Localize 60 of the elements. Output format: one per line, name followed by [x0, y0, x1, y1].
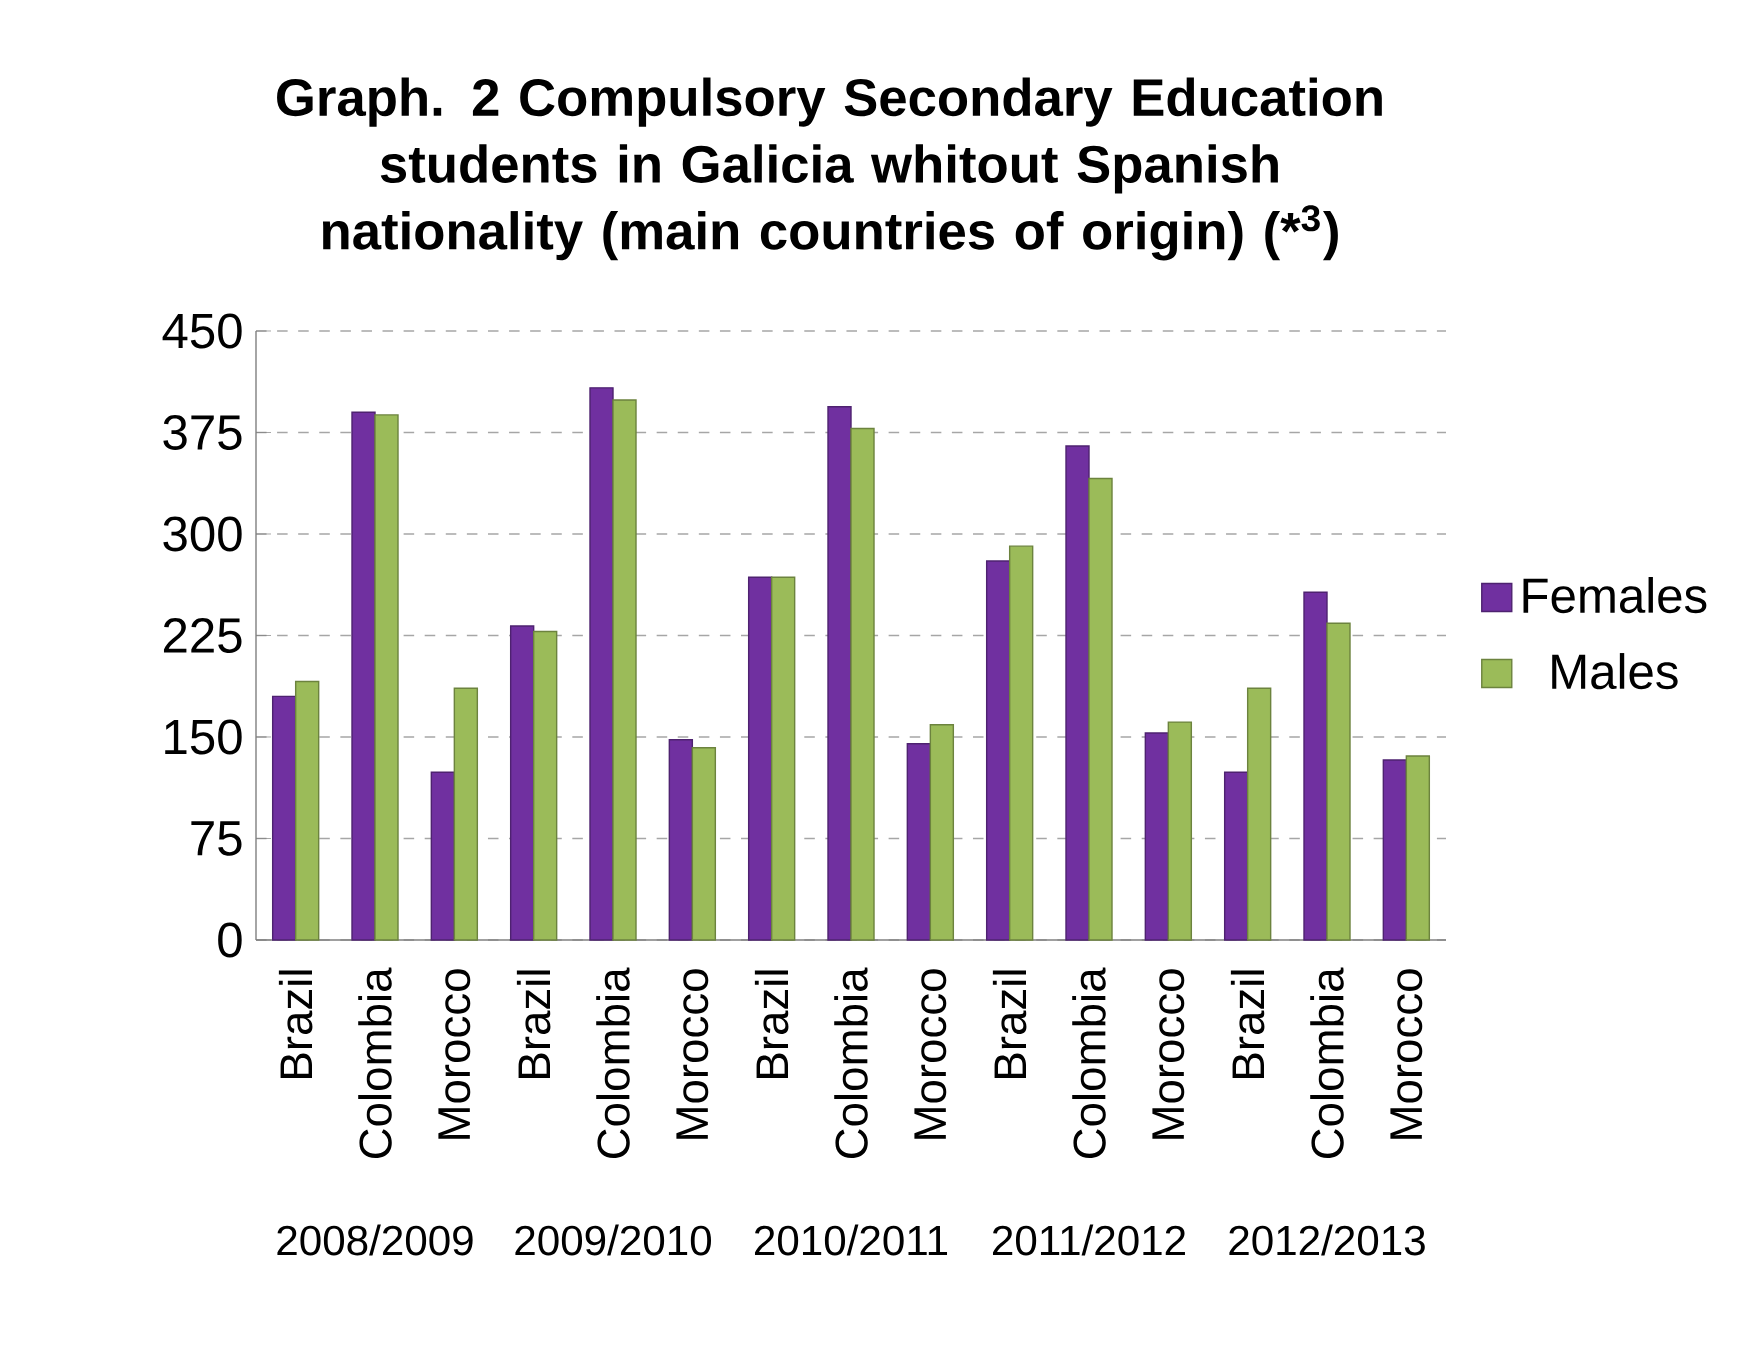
bar — [532, 630, 558, 941]
x-tick-label: Colombia — [596, 967, 630, 1159]
bar — [430, 771, 456, 941]
bar — [691, 747, 717, 941]
bar — [453, 687, 479, 941]
x-tick-label: Brazil — [516, 970, 551, 1078]
y-tick-label: 375 — [163, 415, 242, 450]
x-tick-label: Brazil — [1230, 970, 1265, 1078]
bar — [1144, 732, 1170, 941]
bar — [1008, 545, 1034, 941]
chart-title: Graph. 2 Compulsory Secondary Education students in Galicia whitout Spanish nationality (main countries of origin) (*$^{3}$) — [277, 77, 1382, 261]
y-tick-label: 450 — [162, 313, 242, 349]
bar — [985, 560, 1011, 941]
bar — [374, 414, 399, 941]
text: 2010/2011 — [754, 1224, 948, 1256]
y-tick-label: 300 — [163, 516, 242, 552]
bar — [1303, 591, 1328, 941]
x-tick-label: Colombia — [358, 967, 392, 1159]
legend-label: Males — [1552, 653, 1678, 690]
x-tick-label: Colombia — [1072, 967, 1106, 1159]
bar — [271, 695, 297, 941]
bar — [929, 724, 955, 941]
bar — [850, 427, 875, 941]
y-tick-label: 0 — [218, 922, 242, 958]
y-tick-label: 150 — [165, 719, 242, 755]
bar — [770, 576, 796, 941]
y-tick-label: 75 — [191, 821, 242, 856]
bar — [1326, 622, 1351, 941]
x-tick-label: Morocco — [914, 969, 947, 1139]
bar — [747, 576, 773, 941]
x-tick-label: Morocco — [1152, 969, 1185, 1139]
bar — [509, 625, 535, 941]
x-tick-label: Brazil — [754, 970, 789, 1078]
text: 2009/2010 — [515, 1224, 712, 1256]
bar — [589, 387, 614, 941]
bar — [1167, 721, 1193, 941]
bar — [1065, 445, 1090, 941]
x-tick-label: Brazil — [992, 970, 1027, 1078]
bar — [1382, 759, 1408, 941]
bar — [612, 399, 637, 941]
text: 2008/2009 — [277, 1224, 473, 1256]
bar — [668, 738, 694, 941]
legend-label: Females — [1523, 576, 1707, 614]
bar — [1223, 771, 1249, 941]
x-tick-label: Colombia — [834, 967, 868, 1159]
bar — [1088, 477, 1113, 941]
x-tick-label: Colombia — [1310, 967, 1344, 1159]
bar — [294, 680, 320, 941]
y-tick-label: 225 — [163, 618, 242, 653]
bar — [827, 406, 852, 941]
text: 2011/2012 — [992, 1224, 1185, 1256]
text: 2012/2013 — [1229, 1224, 1425, 1256]
bar — [1405, 755, 1431, 941]
bar — [1246, 687, 1272, 941]
x-tick-label: Brazil — [278, 970, 313, 1078]
bar — [906, 743, 932, 941]
x-tick-label: Morocco — [1390, 969, 1423, 1139]
bar — [351, 411, 376, 941]
x-tick-label: Morocco — [676, 969, 709, 1139]
x-tick-label: Morocco — [438, 969, 471, 1139]
